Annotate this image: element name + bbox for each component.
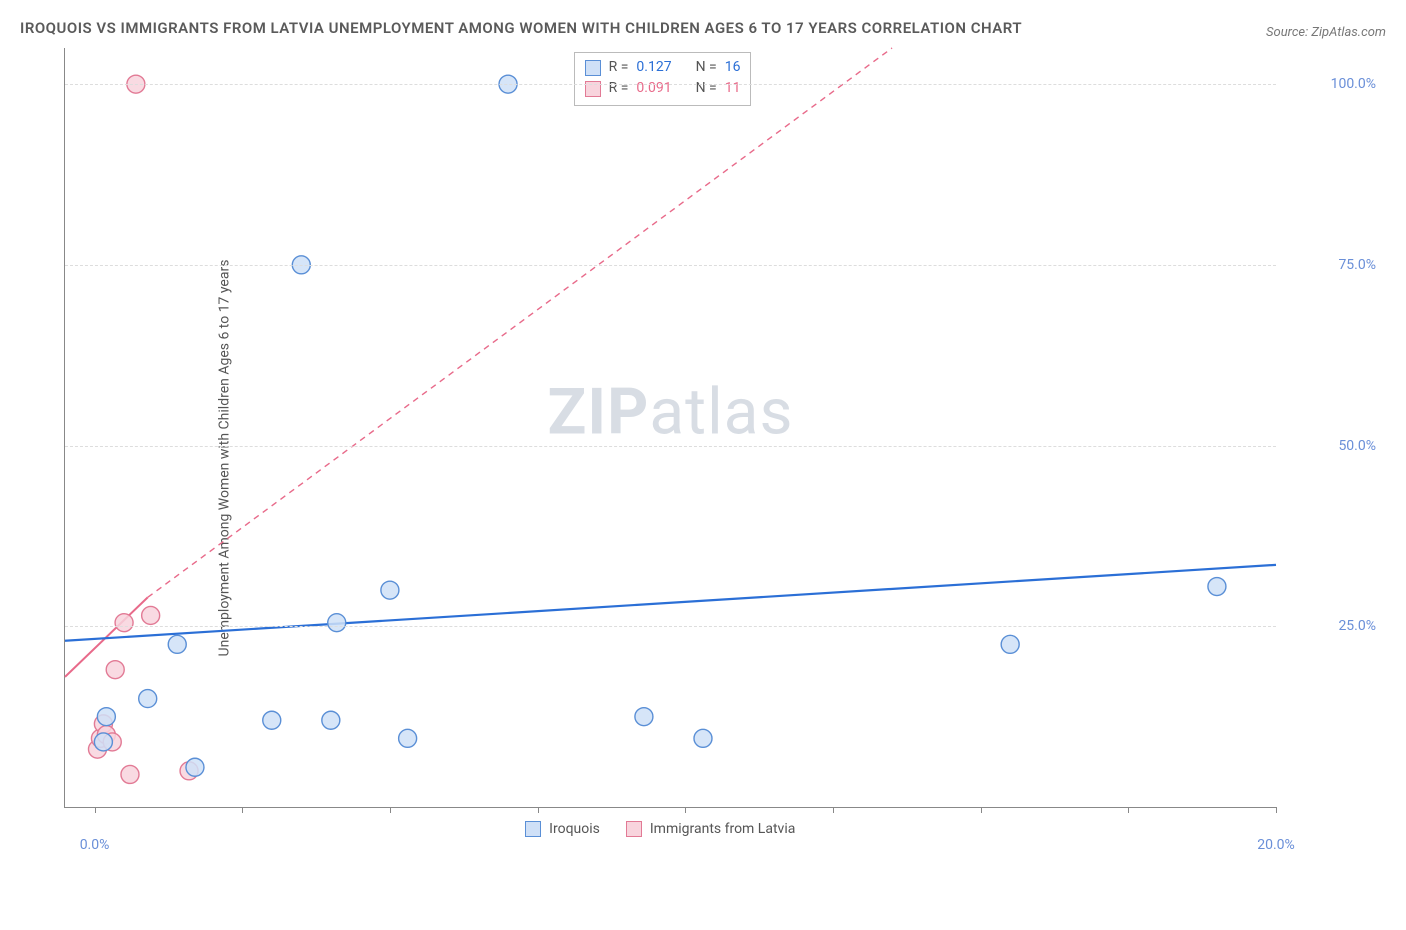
- swatch-iroquois: [585, 60, 601, 76]
- x-tick-label: 20.0%: [1257, 837, 1295, 853]
- legend-swatch-latvia: [626, 821, 642, 837]
- stats-row-iroquois: R = 0.127 N = 16: [585, 57, 741, 78]
- stats-row-latvia: R = 0.091 N = 11: [585, 78, 741, 99]
- source-attribution: Source: ZipAtlas.com: [1266, 25, 1386, 40]
- stats-r-label: R =: [609, 57, 629, 78]
- stats-n-label: N =: [696, 57, 717, 78]
- legend-item-latvia: Immigrants from Latvia: [626, 821, 795, 837]
- stats-n-latvia: 11: [725, 78, 741, 99]
- chart-title: IROQUOIS VS IMMIGRANTS FROM LATVIA UNEMP…: [20, 16, 1022, 40]
- stats-r-latvia: 0.091: [636, 78, 671, 99]
- legend-swatch-iroquois: [525, 821, 541, 837]
- scatter-svg: [65, 48, 1276, 807]
- stats-r-iroquois: 0.127: [636, 57, 671, 78]
- legend-label-iroquois: Iroquois: [549, 821, 600, 837]
- swatch-latvia: [585, 81, 601, 97]
- stats-r-label-2: R =: [609, 78, 629, 99]
- plot-area: ZIPatlas R = 0.127 N = 16 R = 0.091 N = …: [64, 48, 1276, 808]
- stats-legend-box: R = 0.127 N = 16 R = 0.091 N = 11: [574, 52, 752, 106]
- stats-n-iroquois: 16: [725, 57, 741, 78]
- chart-container: Unemployment Among Women with Children A…: [20, 48, 1386, 868]
- stats-n-label-2: N =: [696, 78, 717, 99]
- legend-label-latvia: Immigrants from Latvia: [650, 821, 795, 837]
- x-tick-label: 0.0%: [80, 837, 110, 853]
- legend-item-iroquois: Iroquois: [525, 821, 600, 837]
- y-tick-label: 75.0%: [1286, 257, 1376, 273]
- y-tick-label: 100.0%: [1286, 76, 1376, 92]
- y-tick-label: 25.0%: [1286, 618, 1376, 634]
- legend-bottom: Iroquois Immigrants from Latvia: [525, 821, 795, 837]
- y-tick-label: 50.0%: [1286, 438, 1376, 454]
